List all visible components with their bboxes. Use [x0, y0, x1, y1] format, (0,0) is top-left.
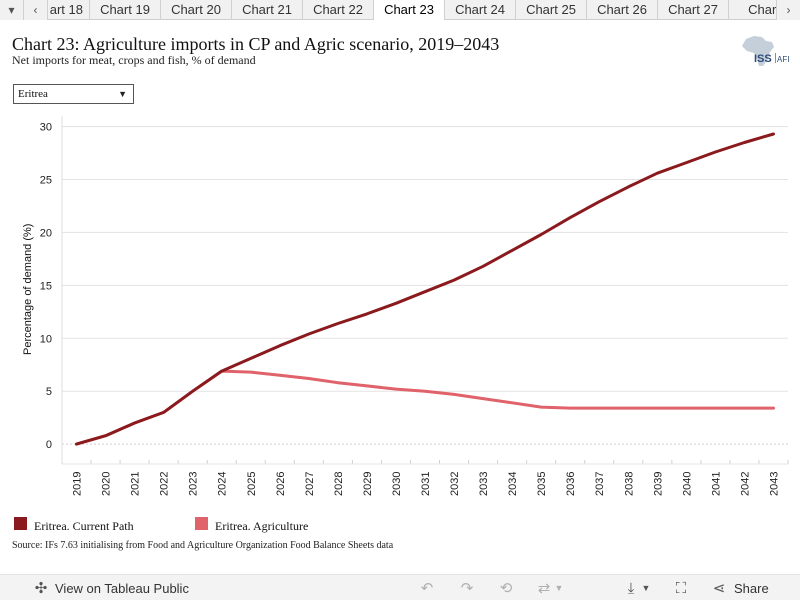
- svg-text:ISS: ISS: [754, 53, 772, 65]
- series-line-agriculture: [75, 369, 775, 446]
- share-button[interactable]: ⋖ Share: [710, 575, 769, 600]
- country-filter-value: Eritrea: [18, 88, 48, 100]
- x-tick-label: 2026: [275, 472, 287, 496]
- x-tick-label: 2020: [101, 472, 113, 496]
- x-tick-label: 2025: [246, 472, 258, 496]
- legend-item-agriculture[interactable]: Eritrea. Agriculture: [195, 513, 308, 534]
- x-tick-label: 2041: [710, 472, 722, 496]
- legend-item-current-path[interactable]: Eritrea. Current Path: [14, 513, 134, 534]
- x-tick-label: 2032: [449, 472, 461, 496]
- x-tick-label: 2043: [768, 472, 780, 496]
- view-on-tableau-label: View on Tableau Public: [55, 580, 189, 596]
- source-note: Source: IFs 7.63 initialising from Food …: [12, 540, 394, 551]
- svg-text:AFI: AFI: [777, 55, 789, 64]
- share-icon: ⋖: [712, 580, 726, 597]
- x-tick-label: 2042: [739, 472, 751, 496]
- country-filter-dropdown[interactable]: Eritrea ▼: [13, 84, 134, 104]
- tableau-toolbar: ✣ View on Tableau Public ↶ ↷ ⟲ ⇄ ▼ ⤓ ▼ ⛶ ⋖…: [0, 574, 800, 600]
- tab-menu-chevron-down-icon[interactable]: ▾: [0, 0, 24, 20]
- chart-subtitle: Net imports for meat, crops and fish, % …: [12, 53, 256, 67]
- tabs-container: art 18 Chart 19 Chart 20 Chart 21 Chart …: [48, 0, 776, 20]
- tab-chart-28[interactable]: Chart: [729, 0, 776, 20]
- revert-button[interactable]: ⟲: [497, 575, 515, 600]
- x-tick-label: 2039: [652, 472, 664, 496]
- tab-chart-19[interactable]: Chart 19: [90, 0, 161, 20]
- x-tick-label: 2022: [159, 472, 171, 496]
- fullscreen-icon: ⛶: [675, 579, 687, 597]
- redo-button[interactable]: ↷: [458, 575, 476, 600]
- download-button[interactable]: ⤓ ▼: [622, 575, 652, 600]
- x-tick-label: 2040: [681, 472, 693, 496]
- x-tick-label: 2024: [217, 472, 229, 496]
- series-line-current-path: [75, 132, 775, 446]
- fullscreen-button[interactable]: ⛶: [672, 575, 690, 600]
- tab-scroll-left-icon[interactable]: ‹: [24, 0, 48, 20]
- x-tick-label: 2035: [536, 472, 548, 496]
- tab-chart-23[interactable]: Chart 23: [374, 0, 445, 20]
- tableau-logo-icon: ✣: [34, 580, 48, 597]
- x-tick-label: 2036: [565, 472, 577, 496]
- africa-map-icon: ISS AFI: [742, 36, 789, 66]
- legend-swatch-current-path: [14, 517, 27, 530]
- line-chart: 0 5 10 15 20 25 30 2019 2020 2021 2022 2023 2024 2025…: [0, 110, 800, 500]
- x-tick-label: 2021: [130, 472, 142, 496]
- tab-chart-27[interactable]: Chart 27: [658, 0, 729, 20]
- redo-icon: ↷: [460, 580, 474, 597]
- x-tick-label: 2023: [188, 472, 200, 496]
- y-axis-label: Percentage of demand (%): [22, 223, 34, 355]
- x-tick-label: 2031: [420, 472, 432, 496]
- tab-chart-20[interactable]: Chart 20: [161, 0, 232, 20]
- undo-button[interactable]: ↶: [418, 575, 436, 600]
- x-tick-label: 2038: [623, 472, 635, 496]
- iss-africa-logo: ISS AFI: [738, 33, 790, 69]
- refresh-button[interactable]: ⇄ ▼: [535, 575, 565, 600]
- x-tick-label: 2028: [333, 472, 345, 496]
- download-icon: ⤓: [627, 579, 635, 597]
- y-tick-label: 20: [40, 227, 52, 239]
- x-tick-label: 2034: [507, 472, 519, 496]
- legend-label-agriculture: Eritrea. Agriculture: [215, 519, 309, 533]
- tab-chart-18[interactable]: art 18: [48, 0, 90, 20]
- chart-legend: Eritrea. Current Path Eritrea. Agricultu…: [0, 513, 800, 534]
- refresh-chevron-down-icon: ▼: [554, 583, 564, 593]
- tab-scroll-right-icon[interactable]: ›: [776, 0, 800, 20]
- y-tick-label: 30: [40, 122, 52, 134]
- y-tick-label: 0: [46, 439, 52, 451]
- tab-strip: ▾ ‹ art 18 Chart 19 Chart 20 Chart 21 Ch…: [0, 0, 800, 20]
- share-label: Share: [734, 580, 769, 596]
- y-tick-label: 10: [40, 333, 52, 345]
- dropdown-caret-icon: ▼: [118, 89, 127, 99]
- tab-chart-22[interactable]: Chart 22: [303, 0, 374, 20]
- x-tick-label: 2033: [478, 472, 490, 496]
- y-tick-label: 5: [46, 386, 52, 398]
- undo-icon: ↶: [420, 580, 434, 597]
- x-tick-label: 2037: [594, 472, 606, 496]
- tab-chart-21[interactable]: Chart 21: [232, 0, 303, 20]
- tab-chart-25[interactable]: Chart 25: [516, 0, 587, 20]
- view-on-tableau-button[interactable]: ✣ View on Tableau Public: [32, 575, 189, 600]
- y-tick-label: 15: [40, 280, 52, 292]
- x-tick-label: 2030: [391, 472, 403, 496]
- legend-swatch-agriculture: [195, 517, 208, 530]
- chart-title: Chart 23: Agriculture imports in CP and …: [12, 34, 500, 54]
- x-tick-label: 2029: [362, 472, 374, 496]
- y-tick-label: 25: [40, 175, 52, 187]
- x-tick-label: 2019: [72, 472, 84, 496]
- tab-chart-26[interactable]: Chart 26: [587, 0, 658, 20]
- revert-icon: ⟲: [499, 580, 513, 597]
- x-tick-label: 2027: [304, 472, 316, 496]
- refresh-icon: ⇄: [537, 580, 551, 597]
- tab-chart-24[interactable]: Chart 24: [445, 0, 516, 20]
- legend-label-current-path: Eritrea. Current Path: [34, 519, 134, 533]
- download-chevron-down-icon: ▼: [641, 583, 651, 593]
